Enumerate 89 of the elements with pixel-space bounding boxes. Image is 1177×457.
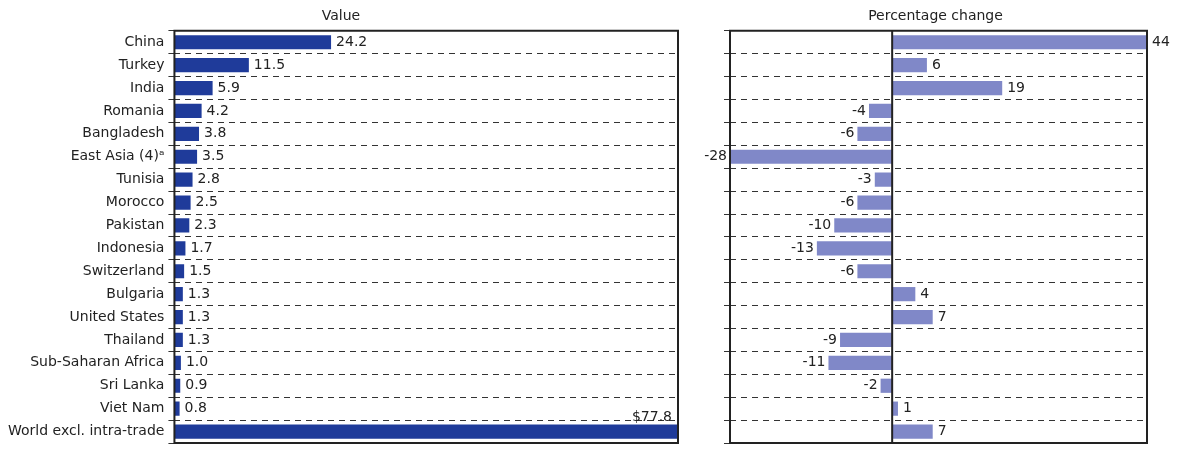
bar xyxy=(874,172,893,187)
data-label: -11 xyxy=(802,353,826,370)
y-tick-label: India xyxy=(130,78,165,95)
data-label: -6 xyxy=(840,261,855,278)
bar xyxy=(174,264,185,279)
y-tick-label: Sub-Saharan Africa xyxy=(30,353,165,370)
y-tick-label: East Asia (4)ᵃ xyxy=(70,147,165,164)
bar xyxy=(816,241,893,256)
data-label: 0.8 xyxy=(184,399,207,416)
bar xyxy=(857,195,893,210)
chart-title: Value xyxy=(321,7,361,24)
bar xyxy=(174,218,190,233)
data-label: 44 xyxy=(1152,32,1170,49)
bar xyxy=(174,80,213,96)
data-label: -2 xyxy=(863,376,878,393)
data-label: -10 xyxy=(808,216,832,233)
bar xyxy=(174,424,678,439)
bar xyxy=(174,35,332,50)
y-tick-label: United States xyxy=(69,307,165,324)
data-label: 1.3 xyxy=(187,307,211,324)
bar xyxy=(174,149,198,164)
data-label: 3.5 xyxy=(202,147,225,164)
data-label: 1.0 xyxy=(185,353,209,370)
data-label: -9 xyxy=(823,330,838,347)
data-label: 1.7 xyxy=(190,238,213,255)
data-label: 7 xyxy=(937,422,947,439)
data-label: 24.2 xyxy=(336,32,368,49)
bar xyxy=(174,58,249,73)
y-tick-label: Indonesia xyxy=(96,238,165,255)
data-label: 2.8 xyxy=(197,170,220,187)
bar xyxy=(174,332,183,348)
data-label: -13 xyxy=(791,238,814,255)
y-tick-label: World excl. intra-trade xyxy=(7,422,165,439)
y-tick-label: China xyxy=(124,32,165,49)
data-label: 0.9 xyxy=(185,376,208,393)
data-label: -6 xyxy=(840,193,855,210)
data-label: -6 xyxy=(840,124,855,141)
bar xyxy=(892,287,916,302)
data-label: 1 xyxy=(902,399,912,416)
bar xyxy=(174,309,183,325)
y-tick-label: Romania xyxy=(103,101,165,118)
y-tick-label: Viet Nam xyxy=(100,399,165,416)
y-tick-label: Thailand xyxy=(103,330,165,347)
y-tick-label: Bulgaria xyxy=(106,284,165,301)
data-label: -3 xyxy=(857,170,872,187)
bar xyxy=(730,149,893,164)
bar xyxy=(834,218,893,233)
bar xyxy=(892,35,1147,50)
data-label: 6 xyxy=(931,55,941,72)
bar xyxy=(174,126,200,141)
bar xyxy=(174,195,191,210)
data-label: 1.3 xyxy=(187,284,211,301)
bar xyxy=(857,264,893,279)
y-tick-label: Tunisia xyxy=(115,170,165,187)
bar xyxy=(828,355,893,370)
data-label: 3.8 xyxy=(204,124,227,141)
bar xyxy=(892,424,933,439)
bar xyxy=(174,401,180,416)
bar xyxy=(174,287,183,302)
bar xyxy=(892,80,1003,96)
bar xyxy=(857,126,893,141)
y-tick-label: Sri Lanka xyxy=(99,376,165,393)
data-label: 4 xyxy=(920,284,930,301)
chart-title: Percentage change xyxy=(868,7,1003,24)
data-label: -28 xyxy=(704,147,727,164)
data-label: 2.3 xyxy=(194,216,217,233)
data-label: 4.2 xyxy=(206,101,229,118)
data-label: 1.3 xyxy=(187,330,211,347)
y-tick-label: Morocco xyxy=(105,193,165,210)
y-tick-label: Turkey xyxy=(117,55,165,72)
data-label: $77.8 xyxy=(631,408,672,425)
bar xyxy=(869,103,893,119)
y-tick-label: Pakistan xyxy=(105,216,165,233)
bar xyxy=(892,309,933,325)
bar xyxy=(174,172,193,187)
data-label: -4 xyxy=(852,101,867,118)
data-label: 19 xyxy=(1007,78,1026,95)
data-label: 7 xyxy=(937,307,947,324)
bar xyxy=(840,332,893,348)
y-tick-label: Switzerland xyxy=(82,261,165,278)
bar xyxy=(174,241,186,256)
data-label: 11.5 xyxy=(253,55,286,72)
data-label: 5.9 xyxy=(217,78,240,95)
data-label: 2.5 xyxy=(195,193,218,210)
bar xyxy=(174,355,181,370)
bar xyxy=(174,103,202,119)
bar xyxy=(892,58,927,73)
y-tick-label: Bangladesh xyxy=(82,124,165,141)
data-label: 1.5 xyxy=(189,261,212,278)
